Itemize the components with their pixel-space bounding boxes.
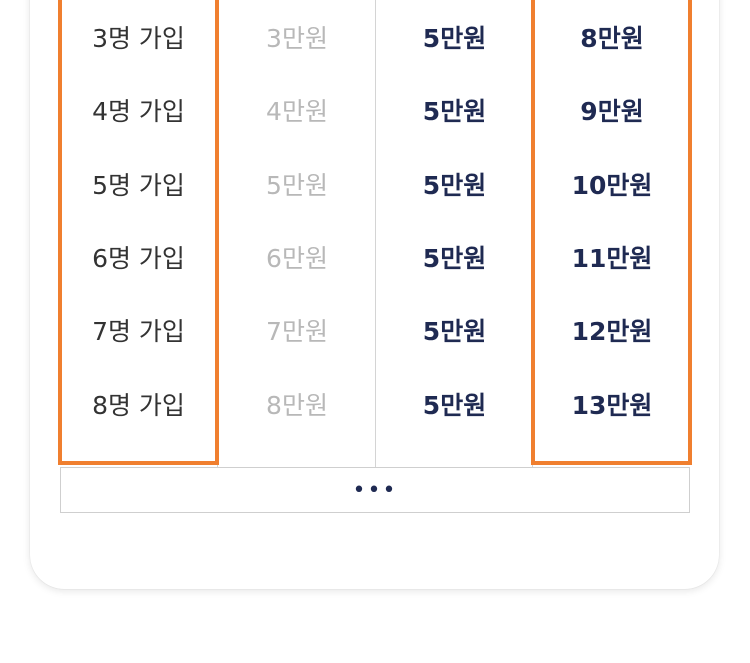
basic-reward-cell: 3만원 [266, 24, 328, 53]
people-cell: 8명 가입 [92, 391, 185, 420]
total-reward-cell: 9만원 [580, 97, 644, 126]
more-button[interactable]: ••• [60, 467, 690, 513]
total-reward-cell: 13만원 [571, 391, 653, 420]
bonus-reward-cell: 5만원 [422, 97, 487, 126]
bonus-reward-column: 5만원 5만원 5만원 5만원 5만원 5만원 [375, 0, 533, 468]
basic-reward-cell: 5만원 [266, 171, 328, 200]
bonus-reward-cell: 5만원 [422, 24, 487, 53]
basic-reward-cell: 4만원 [266, 97, 328, 126]
people-cell: 7명 가입 [92, 317, 185, 346]
people-cell: 4명 가입 [92, 97, 185, 126]
total-reward-cell: 10만원 [571, 171, 653, 200]
bonus-reward-cell: 5만원 [422, 391, 487, 420]
basic-reward-cell: 7만원 [266, 317, 328, 346]
people-column: 3명 가입 4명 가입 5명 가입 6명 가입 7명 가입 8명 가입 [60, 0, 217, 468]
total-reward-cell: 12만원 [571, 317, 653, 346]
people-cell: 5명 가입 [92, 171, 185, 200]
people-cell: 3명 가입 [92, 24, 185, 53]
people-cell: 6명 가입 [92, 244, 185, 273]
basic-reward-cell: 6만원 [266, 244, 328, 273]
more-dots-icon: ••• [352, 477, 398, 503]
bonus-reward-cell: 5만원 [422, 171, 487, 200]
total-reward-cell: 8만원 [580, 24, 644, 53]
basic-reward-column: 3만원 4만원 5만원 6만원 7만원 8만원 [217, 0, 376, 468]
bonus-reward-cell: 5만원 [422, 317, 487, 346]
basic-reward-cell: 8만원 [266, 391, 328, 420]
total-reward-cell: 11만원 [571, 244, 653, 273]
reward-table: 3명 가입 4명 가입 5명 가입 6명 가입 7명 가입 8명 가입 3만원 … [60, 0, 690, 468]
total-reward-column: 8만원 9만원 10만원 11만원 12만원 13만원 [532, 0, 691, 468]
bonus-reward-cell: 5만원 [422, 244, 487, 273]
